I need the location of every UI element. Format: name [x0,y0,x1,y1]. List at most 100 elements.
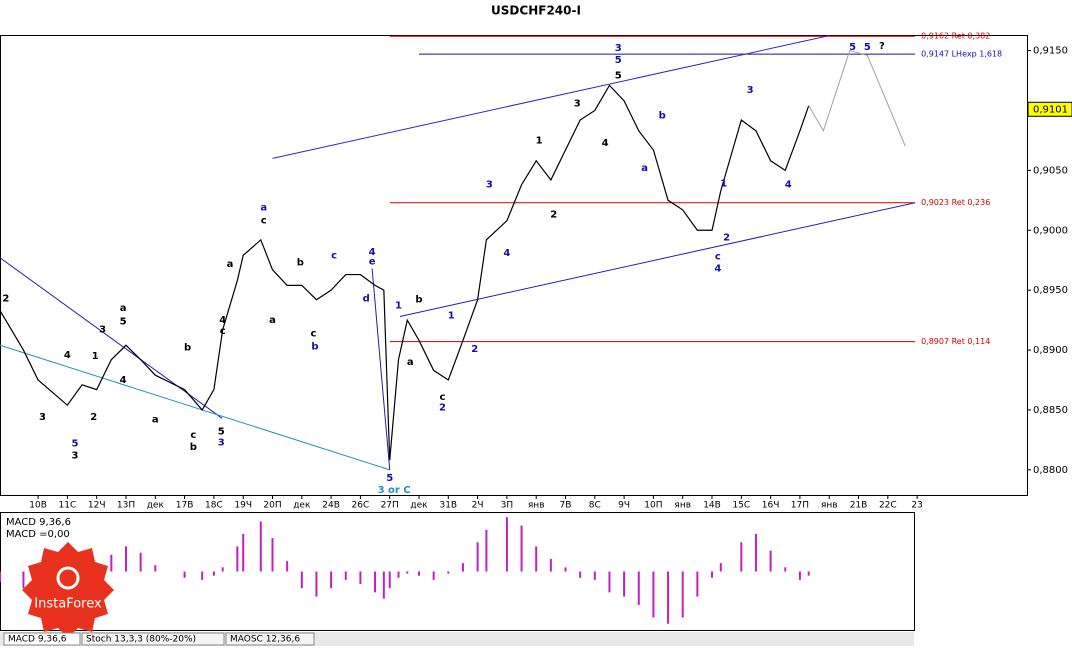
x-tick-label: дек [293,501,311,511]
x-tick-label: 9Ч [618,501,630,511]
wave-label: c [439,392,445,403]
wave-label: 1 [92,351,99,362]
logo-text: InstaForex [34,597,102,612]
y-tick-label: 0,8800 [1033,465,1068,476]
wave-label: 5 [849,42,856,53]
wave-label: 3 [574,98,581,109]
wave-label: 1 [536,135,543,146]
wave-label: c [261,216,267,227]
tab-label: Stoch 13,3,3 (80%-20%) [86,635,196,645]
wave-label: 3 [218,437,225,448]
wave-label: c [190,430,196,441]
level-label: 0,9023 Ret 0,236 [921,198,990,207]
x-tick-label: 17В [176,501,194,511]
x-tick-label: 10В [29,501,47,511]
wave-label: 3 [39,412,46,423]
trend-line [272,35,830,159]
plot-frame [0,35,1028,496]
x-tick-label: 13П [117,501,135,511]
x-tick-label: 10П [644,501,662,511]
y-tick-label: 0,8850 [1033,405,1068,416]
wave-label: 5 [864,42,871,53]
x-tick-label: 27П [381,501,399,511]
wave-label: b [184,343,191,354]
wave-label: 2 [2,294,9,305]
x-tick-label: 2Ч [472,501,484,511]
wave-label: c [311,328,317,339]
wave-label: b [297,258,304,269]
level-label: 0,9147 LHexp 1,618 [921,50,1002,59]
x-tick-label: янв [821,501,838,511]
trend-line [0,344,390,471]
x-tick-label: 14В [703,501,721,511]
wave-label: 4 [785,180,792,191]
chart-title: USDCHF240-I [491,4,581,18]
wave-label: e [369,256,376,267]
wave-label: 4 [602,138,609,149]
trend-line [371,268,391,470]
logo: InstaForex [22,542,114,638]
wave-label: 4 [714,264,721,275]
macd-value: MACD =0,00 [6,529,70,540]
x-tick-label: 19Ч [234,501,252,511]
tab[interactable] [3,632,81,646]
x-tick-label: 11С [59,501,77,511]
price-line [0,84,810,461]
x-tick-label: 21В [850,501,868,511]
wave-label: c [220,326,226,337]
wave-label: a [152,415,159,426]
x-tick-label: 8С [589,501,601,511]
x-tick-label: янв [528,501,545,511]
wave-label: b [415,295,422,306]
x-tick-label: 23 [911,501,922,511]
wave-label: 2 [439,403,446,414]
wave-label: d [363,294,370,305]
wave-label: ? [879,41,885,52]
x-tick-label: 7В [560,501,572,511]
current-price-box [1027,101,1072,117]
wave-label: 1 [395,301,402,312]
wave-label: a [269,315,276,326]
wave-label: 4 [219,315,226,326]
x-tick-label: янв [674,501,691,511]
x-tick-label: дек [410,501,428,511]
wave-label: c [331,250,337,261]
x-tick-label: 16Ч [762,501,780,511]
wave-label: 2 [723,232,730,243]
x-tick-label: 3П [501,501,514,511]
x-tick-label: 31В [439,501,457,511]
tab-label: MACD 9,36,6 [8,635,67,645]
y-tick-label: 0,9000 [1033,225,1068,236]
wave-label: c [715,252,721,263]
logo-icon [56,566,80,590]
tab[interactable] [225,632,315,646]
tab-label: MAOSC 12,36,6 [230,635,300,645]
wave-label: 5 [386,473,393,484]
tab[interactable] [81,632,225,646]
wave-label: a [120,303,127,314]
wave-label: 3 [615,43,622,54]
x-tick-label: 15С [732,501,750,511]
wave-label: a [260,203,267,214]
x-tick-label: 17П [791,501,809,511]
x-tick-label: 22С [879,501,897,511]
x-tick-label: дек [147,501,165,511]
trend-line [399,202,916,317]
wave-label: 4 [369,247,376,258]
macd-label: MACD 9,36,6 [6,517,71,528]
x-tick-label: 20П [263,501,281,511]
wave-label: 1 [448,310,455,321]
wave-label: b [311,341,318,352]
wave-label: a [227,259,234,270]
level-label: 0,9162 Ret 0,382 [921,32,990,41]
x-tick-label: 12Ч [88,501,106,511]
wave-label: 5 [120,316,127,327]
y-tick-label: 0,8950 [1033,285,1068,296]
wave-label: 3 [99,325,106,336]
y-tick-label: 0,9150 [1033,46,1068,57]
trend-line [0,257,223,419]
y-tick-label: 0,8900 [1033,345,1068,356]
wave-label: 3 or C [378,485,411,496]
